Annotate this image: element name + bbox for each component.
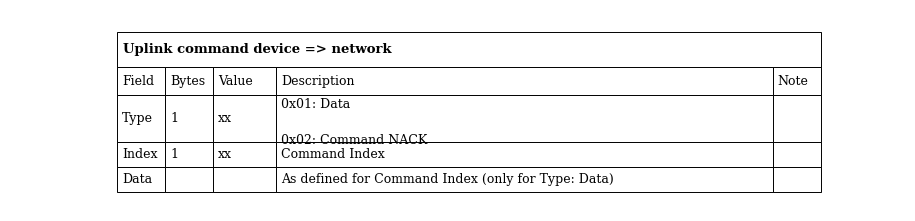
Text: As defined for Command Index (only for Type: Data): As defined for Command Index (only for T… — [281, 173, 614, 186]
Text: Command Index: Command Index — [281, 148, 385, 161]
Bar — [165, 167, 213, 192]
Bar — [276, 142, 773, 167]
Text: Note: Note — [778, 74, 809, 88]
Bar — [165, 142, 213, 167]
Bar — [165, 67, 213, 95]
Text: 1: 1 — [170, 112, 178, 125]
Bar — [213, 167, 276, 192]
Bar — [117, 67, 165, 95]
Bar — [117, 32, 821, 67]
Bar — [773, 67, 821, 95]
Bar — [117, 95, 165, 142]
Text: Type: Type — [123, 112, 153, 125]
Bar — [773, 167, 821, 192]
Bar — [773, 95, 821, 142]
Bar — [276, 167, 773, 192]
Bar — [213, 67, 276, 95]
Bar — [276, 67, 773, 95]
Text: 0x01: Data

0x02: Command NACK: 0x01: Data 0x02: Command NACK — [281, 98, 427, 147]
Text: Data: Data — [123, 173, 152, 186]
Bar — [117, 167, 165, 192]
Bar — [165, 95, 213, 142]
Text: xx: xx — [218, 148, 231, 161]
Bar — [773, 142, 821, 167]
Text: Index: Index — [123, 148, 157, 161]
Text: Field: Field — [123, 74, 155, 88]
Bar — [117, 142, 165, 167]
Text: 1: 1 — [170, 148, 178, 161]
Text: xx: xx — [218, 112, 231, 125]
Bar — [213, 95, 276, 142]
Text: Description: Description — [281, 74, 355, 88]
Text: Bytes: Bytes — [170, 74, 205, 88]
Text: Uplink command device => network: Uplink command device => network — [123, 43, 392, 56]
Bar — [213, 142, 276, 167]
Text: Value: Value — [218, 74, 253, 88]
Bar — [276, 95, 773, 142]
